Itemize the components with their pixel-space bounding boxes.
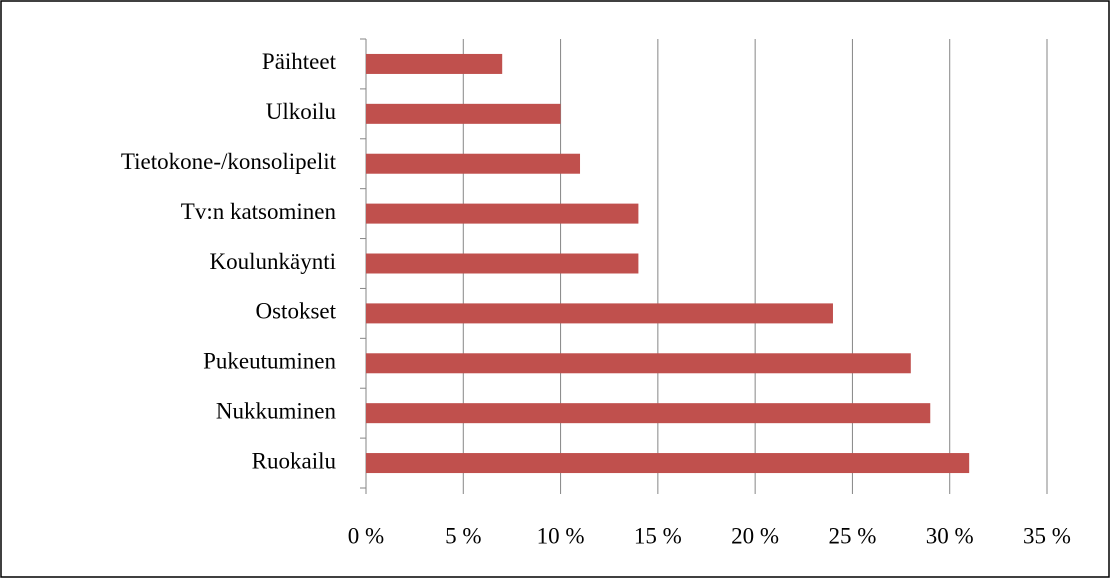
bar	[366, 403, 931, 424]
y-tick-label: Ulkoilu	[266, 99, 337, 124]
x-tick-label: 20 %	[731, 523, 779, 548]
y-tick-label: Ruokailu	[252, 448, 337, 473]
y-tick-label: Päihteet	[262, 49, 337, 74]
y-tick-label: Tietokone-/konsolipelit	[121, 149, 337, 174]
x-tick-label: 15 %	[634, 523, 682, 548]
bar	[366, 353, 911, 374]
bar	[366, 253, 639, 274]
bar	[366, 203, 639, 224]
y-tick-label: Ostokset	[256, 299, 337, 324]
y-tick-label: Koulunkäynti	[210, 249, 337, 274]
bar	[366, 303, 833, 324]
y-tick-label: Nukkuminen	[216, 398, 337, 423]
bar	[366, 53, 503, 74]
bar	[366, 153, 581, 174]
x-tick-label: 10 %	[537, 523, 585, 548]
x-tick-label: 35 %	[1023, 523, 1071, 548]
y-tick-label: Pukeutuminen	[203, 349, 336, 374]
x-tick-label: 0 %	[348, 523, 384, 548]
x-tick-label: 30 %	[926, 523, 974, 548]
x-tick-label: 25 %	[828, 523, 876, 548]
bar	[366, 103, 561, 124]
x-tick-label: 5 %	[445, 523, 481, 548]
bar	[366, 453, 970, 474]
y-tick-label: Tv:n katsominen	[181, 199, 337, 224]
